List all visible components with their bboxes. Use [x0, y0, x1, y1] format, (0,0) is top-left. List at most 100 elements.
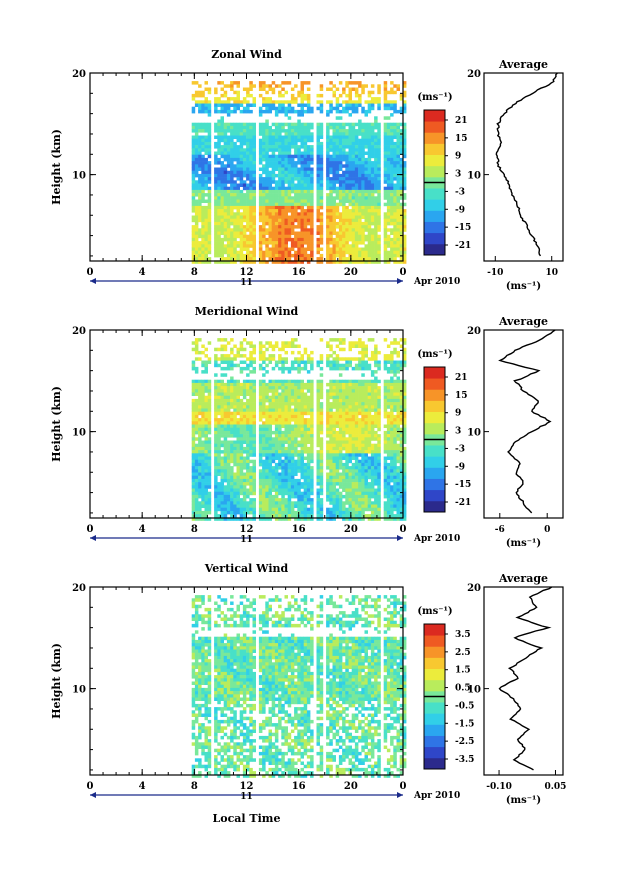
colorbar-swatch [424, 668, 445, 681]
date-bar-right-arrow [397, 792, 403, 798]
colorbar-swatch [424, 165, 445, 178]
colorbar-swatch [424, 411, 445, 424]
colorbar-unit: (ms⁻¹) [417, 349, 452, 360]
profile-frame [483, 329, 564, 519]
y-tick-label: 10 [72, 685, 86, 696]
x-tick-label: 12 [240, 781, 254, 792]
profile-title: Average [498, 58, 548, 71]
x-tick-label: 16 [292, 267, 306, 278]
heatmap-cells [191, 81, 407, 264]
date-bar-right-arrow [397, 535, 403, 541]
colorbar-unit: (ms⁻¹) [417, 92, 452, 103]
colorbar-swatch [424, 735, 445, 748]
colorbar-tick-label: -2.5 [455, 737, 474, 747]
colorbar-swatch [424, 154, 445, 167]
colorbar-swatch [424, 489, 445, 502]
profile-x-tick-label: -0.10 [486, 782, 512, 792]
colorbar-swatch [424, 389, 445, 401]
profile-line [498, 329, 556, 514]
profile-unit: (ms⁻¹) [506, 281, 541, 292]
x-tick-label: 16 [292, 781, 306, 792]
colorbar-tick-label: 1.5 [455, 666, 471, 676]
heatmap-cells [191, 338, 407, 521]
y-tick-label: 10 [72, 428, 86, 439]
profile-x-tick-label: -10 [487, 268, 503, 278]
colorbar-swatch [424, 746, 445, 759]
colorbar-tick-label: 2.5 [455, 648, 471, 658]
colorbar-swatch [424, 422, 445, 435]
colorbar-swatch [424, 132, 445, 144]
colorbar-swatch [424, 456, 445, 468]
colorbar-tick-label: 3 [455, 427, 461, 437]
x-tick-label: 20 [344, 267, 358, 278]
x-tick-label: 16 [292, 524, 306, 535]
x-tick-label: 0 [87, 524, 94, 535]
date-bar-right-arrow [397, 278, 403, 284]
x-tick-label: 0 [400, 524, 407, 535]
colorbar-tick-label: 9 [455, 409, 461, 419]
colorbar-tick-label: -0.5 [455, 701, 474, 711]
profile-title: Average [498, 315, 548, 328]
colorbar-tick-label: 15 [455, 391, 468, 401]
colorbar-tick-label: -9 [455, 205, 465, 215]
x-tick-label: 20 [344, 781, 358, 792]
x-tick-label: 0 [87, 267, 94, 278]
date-label: Apr 2010 [413, 277, 460, 287]
profile-unit: (ms⁻¹) [506, 538, 541, 549]
colorbar-swatch [424, 110, 445, 122]
day-label: 11 [240, 535, 253, 545]
x-tick-label: 12 [240, 524, 254, 535]
y-tick-label: 20 [72, 326, 86, 337]
x-axis-label: Local Time [213, 812, 281, 825]
colorbar-swatch [424, 243, 445, 256]
colorbar-tick-label: -3.5 [455, 755, 474, 765]
colorbar-swatch [424, 378, 445, 390]
colorbar-tick-label: -3 [455, 187, 465, 197]
heatmap-cells [191, 595, 407, 778]
profile-y-tick-label: 10 [467, 428, 481, 439]
y-axis-label: Height (km) [50, 386, 63, 462]
colorbar-tick-label: 3 [455, 170, 461, 180]
colorbar-swatch [424, 199, 445, 211]
colorbar-tick-label: -21 [455, 498, 471, 508]
colorbar-swatch [424, 221, 445, 234]
x-tick-label: 0 [400, 267, 407, 278]
colorbar-swatch [424, 143, 445, 156]
day-label: 11 [240, 278, 253, 288]
profile-y-tick-label: 20 [467, 583, 481, 594]
colorbar-swatch [424, 500, 445, 513]
date-bar-left-arrow [90, 278, 96, 284]
x-tick-label: 4 [139, 267, 146, 278]
profile-x-tick-label: 10 [545, 268, 558, 278]
x-tick-label: 4 [139, 781, 146, 792]
colorbar-tick-label: -1.5 [455, 719, 474, 729]
colorbar-tick-label: 21 [455, 373, 468, 383]
date-bar-left-arrow [90, 792, 96, 798]
profile-unit: (ms⁻¹) [506, 795, 541, 806]
colorbar-tick-label: 9 [455, 152, 461, 162]
colorbar-tick-label: 15 [455, 134, 468, 144]
y-axis-label: Height (km) [50, 643, 63, 719]
colorbar-swatch [424, 188, 445, 200]
colorbar-tick-label: 0.5 [455, 684, 471, 694]
colorbar-tick-label: -21 [455, 241, 471, 251]
colorbar-swatch [424, 232, 445, 245]
profile-x-tick-label: -6 [495, 525, 505, 535]
x-tick-label: 12 [240, 267, 254, 278]
colorbar-swatch [424, 646, 445, 658]
profile-y-tick-label: 10 [467, 171, 481, 182]
profile-x-tick-label: 0.05 [545, 782, 567, 792]
colorbar-swatch [424, 210, 445, 222]
day-label: 11 [240, 792, 253, 802]
x-tick-label: 4 [139, 524, 146, 535]
x-tick-label: 8 [191, 267, 198, 278]
x-tick-label: 8 [191, 781, 198, 792]
colorbar-swatch [424, 478, 445, 491]
profile-y-tick-label: 10 [467, 685, 481, 696]
panel-1: Meridional Wind Height (km) 0 4 8 12 16 20 0 10 20… [50, 305, 564, 549]
colorbar-swatch [424, 757, 445, 770]
date-label: Apr 2010 [413, 534, 460, 544]
colorbar-swatch [424, 467, 445, 479]
x-tick-label: 8 [191, 524, 198, 535]
